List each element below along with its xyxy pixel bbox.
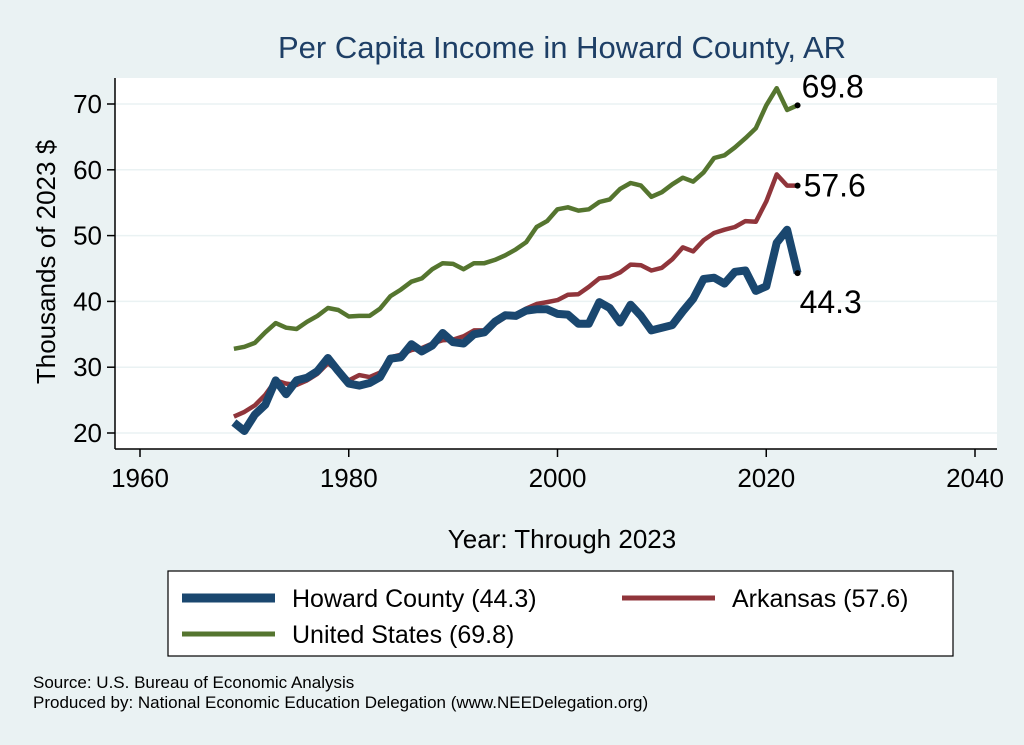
y-tick-label: 30 [73, 352, 102, 382]
x-axis-title: Year: Through 2023 [448, 524, 676, 554]
end-marker [794, 182, 801, 189]
end-value-label: 44.3 [800, 284, 862, 320]
y-tick-label: 60 [73, 155, 102, 185]
y-axis-title: Thousands of 2023 $ [31, 139, 61, 384]
x-tick-label: 1960 [111, 463, 169, 493]
end-marker [794, 102, 801, 109]
legend-label-howard-county: Howard County (44.3) [292, 585, 537, 613]
legend-box [167, 570, 954, 657]
y-tick-label: 50 [73, 221, 102, 251]
end-value-label: 57.6 [804, 168, 866, 204]
end-value-label: 69.8 [802, 68, 864, 104]
end-labels: 44.3 57.6 69.8 [794, 68, 866, 320]
y-tick-label: 70 [73, 89, 102, 119]
end-marker [794, 270, 801, 277]
x-tick-label: 2000 [529, 463, 587, 493]
series-line-united-states [233, 85, 799, 352]
legend-label-arkansas: Arkansas (57.6) [732, 585, 908, 613]
x-tick-label: 2040 [946, 463, 1004, 493]
legend-label-united-states: United States (69.8) [292, 621, 514, 649]
series-line-howard-county [231, 225, 802, 435]
x-tick-label: 1980 [320, 463, 378, 493]
plot-area [115, 78, 997, 449]
x-tick-label: 2020 [737, 463, 795, 493]
legend: Howard County (44.3) Arkansas (57.6) Uni… [167, 570, 954, 657]
produced-by-note: Produced by: National Economic Education… [33, 693, 648, 712]
series-lines [231, 85, 802, 435]
chart-title: Per Capita Income in Howard County, AR [278, 30, 846, 65]
y-tick-label: 40 [73, 286, 102, 316]
y-tick-label: 20 [73, 418, 102, 448]
source-note: Source: U.S. Bureau of Economic Analysis [33, 673, 354, 692]
axis-ticks: 20 30 40 50 60 70 1960 1980 2000 2020 2040 [73, 89, 1004, 493]
